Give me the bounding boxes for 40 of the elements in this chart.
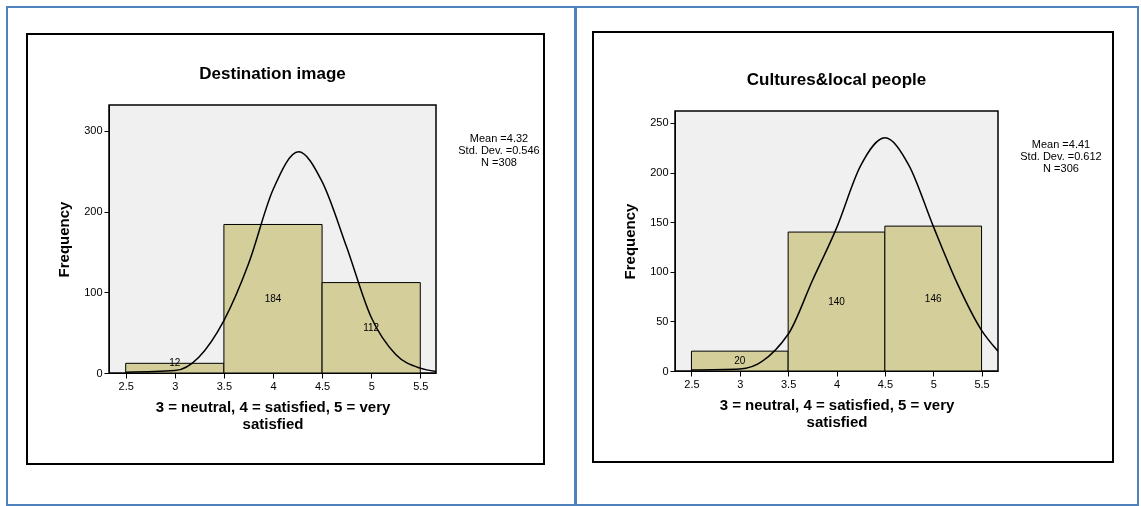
data-label: 184: [264, 292, 282, 304]
text: Std. Dev. =0.546: [458, 144, 540, 156]
x-axis-title: 3 = neutral, 4 = satisfied, 5 = very satisfied: [719, 395, 956, 430]
y-axis-title: Frequency: [55, 200, 73, 278]
y-tick-label: 0: [662, 364, 669, 377]
text: Mean =4.32: [469, 132, 529, 144]
y-tick-label: 100: [650, 265, 669, 278]
x-tick-label: 4.5: [314, 379, 331, 392]
x-tick-label: 5: [930, 377, 937, 390]
x-tick-label: 5.5: [413, 379, 429, 392]
x-tick-label: 3.5: [216, 379, 233, 392]
y-axis-title: Frequency: [621, 202, 639, 280]
x-tick-label: 3: [172, 379, 179, 392]
x-tick-label: 3: [737, 377, 744, 390]
text: N =308: [481, 156, 517, 168]
y-tick-label: 200: [84, 205, 103, 218]
y-tick-label: 50: [656, 314, 669, 327]
y-tick-label: 300: [84, 124, 103, 137]
x-tick-label: 4.5: [877, 377, 893, 390]
x-tick-label: 2.5: [118, 379, 134, 392]
x-tick-label: 2.5: [684, 377, 700, 390]
data-label: 140: [828, 295, 846, 307]
text: Mean =4.41: [1031, 138, 1091, 150]
chart-title: Cultures&local people: [746, 70, 927, 89]
data-label: 146: [924, 292, 942, 304]
chart-title: Destination image: [199, 64, 346, 83]
x-axis-title: 3 = neutral, 4 = satisfied, 5 = very satisfied: [155, 397, 392, 432]
x-tick-label: 3.5: [781, 377, 797, 390]
y-tick-label: 100: [84, 285, 103, 298]
x-tick-label: 4: [833, 377, 841, 390]
x-tick-label: 4: [270, 379, 277, 392]
x-tick-label: 5.5: [974, 377, 990, 390]
y-tick-label: 0: [96, 366, 103, 379]
y-tick-label: 200: [650, 166, 669, 179]
data-label: 20: [734, 355, 746, 367]
y-tick-label: 250: [650, 116, 669, 129]
x-tick-label: 5: [368, 379, 375, 392]
y-tick-label: 150: [650, 215, 669, 228]
text: Std. Dev. =0.612: [1020, 150, 1102, 162]
text: N =306: [1043, 162, 1079, 174]
